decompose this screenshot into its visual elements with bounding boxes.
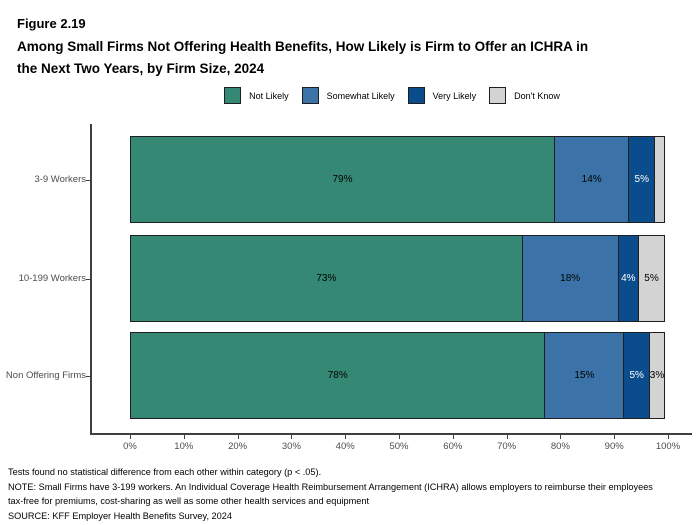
x-tick-100 <box>668 435 669 439</box>
segment-non-offering-firms-don-t-know: 3% <box>649 332 665 419</box>
segment-3-9-workers-don-t-know <box>654 136 665 223</box>
segment-3-9-workers-very-likely: 5% <box>628 136 656 223</box>
x-tick-label-40: 40% <box>335 441 355 452</box>
legend: Not Likely Somewhat Likely Very Likely Don'… <box>92 87 692 104</box>
legend-item-somewhat-likely: Somewhat Likely <box>301 87 395 104</box>
x-tick-40 <box>345 435 347 439</box>
category-label-3-9-workers: 3-9 Workers <box>34 173 86 185</box>
x-tick-label-90: 90% <box>604 441 624 452</box>
legend-item-very-likely: Very Likely <box>407 87 477 104</box>
bar-non-offering-firms: 78% 15% 5% 3% <box>130 332 668 419</box>
x-tick-70 <box>506 435 508 439</box>
legend-item-don-t-know: Don't Know <box>489 87 560 104</box>
footnote-stat-test: Tests found no statistical difference fr… <box>8 467 322 477</box>
x-tick-label-60: 60% <box>443 441 463 452</box>
x-tick-label-50: 50% <box>389 441 409 452</box>
bar-3-9-workers: 79% 14% 5% <box>130 136 668 223</box>
segment-non-offering-firms-somewhat-likely: 15% <box>544 332 625 419</box>
legend-label-not-likely: Not Likely <box>249 90 289 101</box>
x-tick-label-10: 10% <box>174 441 194 452</box>
legend-label-very-likely: Very Likely <box>432 90 477 101</box>
segment-3-9-workers-somewhat-likely: 14% <box>554 136 630 223</box>
category-label-10-199-workers: 10-199 Workers <box>18 272 86 284</box>
legend-label-don-t-know: Don't Know <box>514 90 560 101</box>
legend-swatch-very-likely <box>407 87 425 104</box>
x-tick-10 <box>183 435 185 439</box>
x-tick-60 <box>452 435 454 439</box>
segment-10-199-workers-don-t-know: 5% <box>638 235 665 322</box>
x-axis-line <box>90 433 692 435</box>
footnote-note-line1: NOTE: Small Firms have 3-199 workers. An… <box>8 481 653 492</box>
chart-title-line2: the Next Two Years, by Firm Size, 2024 <box>17 61 265 76</box>
legend-label-somewhat-likely: Somewhat Likely <box>326 90 395 101</box>
footnotes: Tests found no statistical difference fr… <box>8 465 653 523</box>
x-tick-label-80: 80% <box>550 441 570 452</box>
y-tick-non-offering-firms <box>86 375 90 377</box>
x-tick-50 <box>399 435 400 439</box>
chart-title: Among Small Firms Not Offering Health Be… <box>17 36 588 80</box>
chart-title-line1: Among Small Firms Not Offering Health Be… <box>17 39 589 54</box>
y-axis-line <box>90 124 92 435</box>
segment-non-offering-firms-not-likely: 78% <box>130 332 546 419</box>
y-tick-10-199-workers <box>86 278 90 280</box>
footnote-source: SOURCE: KFF Employer Health Benefits Sur… <box>8 510 232 521</box>
segment-non-offering-firms-very-likely: 5% <box>623 332 650 419</box>
footnote-note-line2: tax-free for premiums, cost-sharing as w… <box>8 496 370 506</box>
legend-item-not-likely: Not Likely <box>224 87 289 104</box>
bar-10-199-workers: 73% 18% 4% 5% <box>130 235 668 322</box>
x-tick-label-70: 70% <box>497 441 517 452</box>
x-tick-30 <box>291 435 293 439</box>
legend-swatch-don-t-know <box>489 87 507 104</box>
x-tick-label-30: 30% <box>281 441 301 452</box>
segment-10-199-workers-very-likely: 4% <box>617 235 640 322</box>
figure-number: Figure 2.19 <box>17 16 86 31</box>
x-tick-0 <box>130 435 131 439</box>
x-tick-label-20: 20% <box>228 441 248 452</box>
legend-swatch-not-likely <box>224 87 242 104</box>
y-tick-3-9-workers <box>86 179 90 181</box>
x-tick-label-100: 100% <box>655 441 681 452</box>
x-tick-label-0: 0% <box>123 441 137 452</box>
x-tick-90 <box>614 435 616 439</box>
x-tick-80 <box>560 435 562 439</box>
legend-swatch-somewhat-likely <box>301 87 319 104</box>
x-tick-20 <box>237 435 239 439</box>
segment-10-199-workers-not-likely: 73% <box>130 235 523 322</box>
category-label-non-offering-firms: Non Offering Firms <box>5 369 86 381</box>
segment-10-199-workers-somewhat-likely: 18% <box>521 235 619 322</box>
segment-3-9-workers-not-likely: 79% <box>130 136 556 223</box>
